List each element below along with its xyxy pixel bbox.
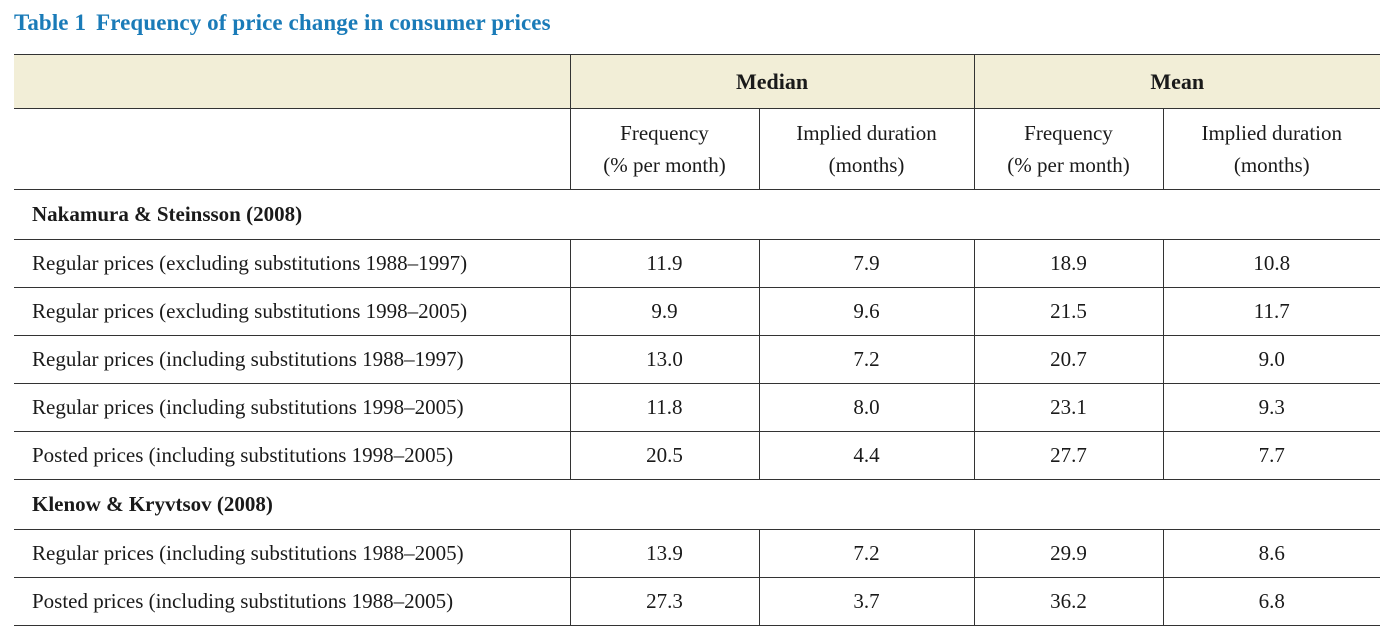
table-number: Table 1: [14, 10, 87, 35]
mean-frequency-cell: 23.1: [973, 383, 1163, 432]
mean-duration-cell: 9.3: [1162, 383, 1381, 432]
header-line: (months): [828, 153, 905, 177]
table-title: Frequency of price change in consumer pr…: [96, 10, 551, 35]
header-line: (% per month): [1007, 153, 1130, 177]
median-duration-header: Implied duration (months): [758, 108, 974, 190]
row-label: Regular prices (excluding substitutions …: [14, 287, 570, 336]
median-duration-cell: 9.6: [758, 287, 974, 336]
median-duration-cell: 7.2: [758, 335, 974, 384]
mean-frequency-cell: 18.9: [973, 239, 1163, 288]
mean-duration-cell: 10.8: [1162, 239, 1381, 288]
median-frequency-cell: 20.5: [569, 431, 759, 480]
column-header-row: Frequency (% per month) Implied duration (…: [14, 108, 1381, 190]
mean-frequency-cell: 20.7: [973, 335, 1163, 384]
row-label: Regular prices (including substitutions …: [14, 383, 570, 432]
mean-group-header: Mean: [973, 54, 1381, 109]
row-label: Posted prices (including substitutions 1…: [14, 577, 570, 626]
header-line: Frequency: [620, 121, 709, 145]
median-frequency-cell: 27.3: [569, 577, 759, 626]
header-line: (% per month): [603, 153, 726, 177]
median-duration-cell: 7.2: [758, 529, 974, 578]
median-frequency-cell: 11.8: [569, 383, 759, 432]
row-label: Regular prices (excluding substitutions …: [14, 239, 570, 288]
median-duration-cell: 3.7: [758, 577, 974, 626]
mean-frequency-cell: 21.5: [973, 287, 1163, 336]
mean-frequency-header: Frequency (% per month): [973, 108, 1163, 190]
section-title: Nakamura & Steinsson (2008): [14, 189, 1381, 240]
mean-frequency-cell: 29.9: [973, 529, 1163, 578]
header-line: (months): [1233, 153, 1310, 177]
median-frequency-cell: 11.9: [569, 239, 759, 288]
table-body: Nakamura & Steinsson (2008) Regular pric…: [14, 189, 1381, 626]
mean-duration-cell: 9.0: [1162, 335, 1381, 384]
table-row: Regular prices (excluding substitutions …: [14, 287, 1381, 336]
section-header-row: Klenow & Kryvtsov (2008): [14, 479, 1381, 530]
row-label: Regular prices (including substitutions …: [14, 529, 570, 578]
median-frequency-cell: 13.0: [569, 335, 759, 384]
price-change-table: Median Mean Frequency (% per month) Impli…: [14, 54, 1381, 626]
row-label: Posted prices (including substitutions 1…: [14, 431, 570, 480]
median-group-header: Median: [569, 54, 974, 109]
header-line: Frequency: [1024, 121, 1113, 145]
mean-duration-cell: 8.6: [1162, 529, 1381, 578]
median-duration-cell: 7.9: [758, 239, 974, 288]
row-label: Regular prices (including substitutions …: [14, 335, 570, 384]
table-row: Posted prices (including substitutions 1…: [14, 577, 1381, 626]
mean-frequency-cell: 36.2: [973, 577, 1163, 626]
group-header-row: Median Mean: [14, 54, 1381, 109]
table-row: Posted prices (including substitutions 1…: [14, 431, 1381, 480]
median-duration-cell: 8.0: [758, 383, 974, 432]
mean-duration-cell: 7.7: [1162, 431, 1381, 480]
empty-subheader-cell: [14, 108, 570, 190]
header-line: Implied duration: [1201, 121, 1343, 145]
table-row: Regular prices (including substitutions …: [14, 383, 1381, 432]
table-row: Regular prices (including substitutions …: [14, 335, 1381, 384]
mean-duration-cell: 6.8: [1162, 577, 1381, 626]
mean-frequency-cell: 27.7: [973, 431, 1163, 480]
header-line: Implied duration: [796, 121, 937, 145]
table-row: Regular prices (including substitutions …: [14, 529, 1381, 578]
mean-duration-header: Implied duration (months): [1162, 108, 1381, 190]
empty-header-cell: [14, 54, 570, 109]
median-frequency-header: Frequency (% per month): [569, 108, 759, 190]
section-title: Klenow & Kryvtsov (2008): [14, 479, 1381, 530]
table-row: Regular prices (excluding substitutions …: [14, 239, 1381, 288]
mean-duration-cell: 11.7: [1162, 287, 1381, 336]
table-caption: Table 1 Frequency of price change in cons…: [14, 10, 551, 36]
median-duration-cell: 4.4: [758, 431, 974, 480]
median-frequency-cell: 9.9: [569, 287, 759, 336]
section-header-row: Nakamura & Steinsson (2008): [14, 189, 1381, 240]
median-frequency-cell: 13.9: [569, 529, 759, 578]
